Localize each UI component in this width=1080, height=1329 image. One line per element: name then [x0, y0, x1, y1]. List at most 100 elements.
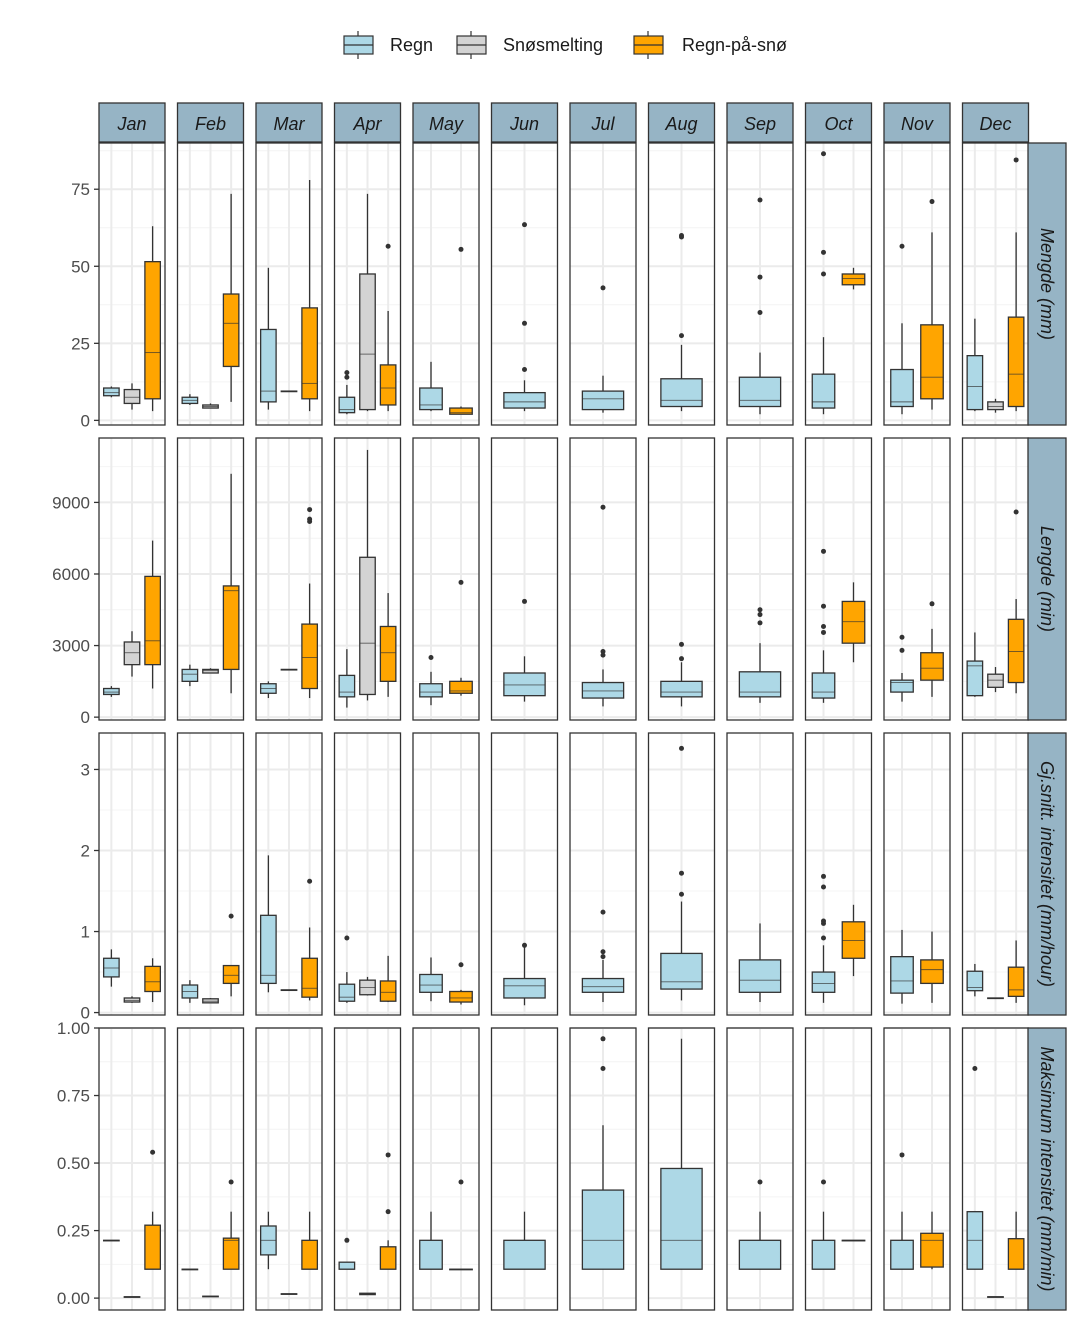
panel-border	[647, 142, 716, 426]
panel-feb	[176, 1027, 245, 1311]
outlier-point	[679, 232, 684, 238]
box-iqr	[581, 1189, 625, 1270]
box-regn	[419, 361, 443, 412]
outlier-point	[344, 374, 350, 380]
outlier-point	[458, 579, 464, 585]
panel-border	[98, 142, 166, 426]
panel-oct	[804, 732, 873, 1016]
strip-dec: Dec	[961, 102, 1030, 143]
strip-label: Jun	[509, 114, 539, 134]
box-regn	[503, 222, 546, 412]
month-strips: Jan Feb Mar Apr May Jun Jul Aug Sep Oct Nov Dec	[98, 102, 1030, 143]
box-regn	[890, 1152, 914, 1270]
panel-border	[98, 1027, 166, 1311]
box-iqr	[966, 355, 984, 411]
y-axis-row-0: 0 25 50 75	[71, 180, 99, 430]
box-regn	[811, 1179, 836, 1270]
box-iqr	[222, 1237, 240, 1270]
box-regn	[966, 632, 984, 697]
box-iqr	[811, 1239, 836, 1270]
panel-border	[490, 732, 559, 1016]
box-iqr	[144, 575, 162, 666]
box-regnpasno	[1007, 1211, 1025, 1270]
panel-border	[333, 142, 402, 426]
box-regn	[102, 1239, 120, 1242]
outlier-point	[821, 548, 826, 554]
panel-oct	[804, 142, 873, 426]
outlier-point	[307, 507, 313, 513]
outlier-point	[522, 598, 527, 604]
box-regnpasno	[1007, 509, 1025, 694]
box-regn	[503, 942, 546, 1006]
panel-dec	[961, 142, 1030, 426]
outlier-point	[307, 878, 313, 884]
outlier-point	[679, 333, 684, 339]
strip-bg	[98, 102, 166, 143]
panel-border	[647, 1027, 716, 1311]
panel-nov	[883, 437, 951, 721]
row-3	[98, 1027, 1030, 1311]
strip-bg	[412, 102, 480, 143]
outlier-point	[821, 249, 826, 255]
box-regn	[738, 923, 782, 1003]
legend-item-snosmelting: Snøsmelting	[456, 31, 603, 59]
outlier-point	[600, 504, 606, 510]
strip-bg	[1027, 1027, 1067, 1311]
box-snosmelting	[987, 1296, 1004, 1298]
y-axis-row-1: 0 3000 6000 9000	[52, 493, 99, 727]
outlier-point	[522, 222, 527, 228]
strip-label: May	[429, 114, 464, 134]
box-iqr	[102, 387, 120, 397]
panel-border	[98, 732, 166, 1016]
box-iqr	[987, 673, 1004, 688]
strip-jul: Jul	[569, 102, 637, 143]
panel-sep	[726, 437, 794, 721]
strip-row-2: Gj.snitt. intensitet (mm/hour)	[1027, 732, 1067, 1016]
panel-apr	[333, 437, 402, 721]
box-iqr	[966, 660, 984, 697]
panel-nov	[883, 732, 951, 1016]
outlier-point	[600, 949, 606, 955]
box-iqr	[503, 672, 546, 697]
metric-strips: Mengde (mm) Lengde (min) Gj.snitt. intensi…	[1027, 142, 1067, 1311]
strip-label: Aug	[664, 114, 697, 134]
box-snosmelting	[280, 989, 298, 992]
box-iqr	[359, 556, 376, 696]
y-axes: 0 25 50 75 0 3000 6000 9000 0 1 2 3 0.00 0.25 0.50 0.75…	[52, 180, 99, 1308]
box-iqr	[301, 957, 319, 998]
box-iqr	[660, 952, 703, 990]
y-tick-label: 1.00	[57, 1019, 90, 1038]
box-snosmelting	[202, 997, 219, 1004]
outlier-point	[972, 1066, 978, 1072]
box-snosmelting	[987, 997, 1004, 1000]
row-0	[98, 142, 1030, 426]
strip-label: Maksimum intensitet (mm/min)	[1037, 1046, 1057, 1291]
panel-border	[883, 732, 951, 1016]
strip-bg	[1027, 437, 1067, 721]
box-regn	[966, 963, 984, 997]
strip-label: Lengde (min)	[1037, 526, 1057, 632]
box-regn	[581, 909, 625, 1003]
box-snosmelting	[280, 1293, 298, 1295]
outlier-point	[757, 620, 763, 626]
y-tick-label: 0.25	[57, 1222, 90, 1241]
panel-border	[412, 437, 480, 721]
panel-apr	[333, 732, 402, 1016]
strip-bg	[333, 102, 402, 143]
box-iqr	[419, 683, 443, 698]
box-regn	[738, 197, 782, 415]
panel-feb	[176, 437, 245, 721]
strip-mar: Mar	[255, 102, 323, 143]
box-iqr	[144, 261, 162, 400]
box-iqr	[920, 652, 944, 681]
box-iqr	[890, 679, 914, 693]
outlier-point	[899, 647, 905, 653]
box-iqr	[123, 388, 141, 405]
box-iqr	[359, 273, 376, 411]
panel-jun	[490, 732, 559, 1016]
panel-border	[569, 437, 637, 721]
box-regn	[660, 1038, 703, 1270]
y-tick-label: 9000	[52, 493, 90, 512]
outlier-point	[757, 274, 763, 280]
box-iqr	[222, 293, 240, 368]
